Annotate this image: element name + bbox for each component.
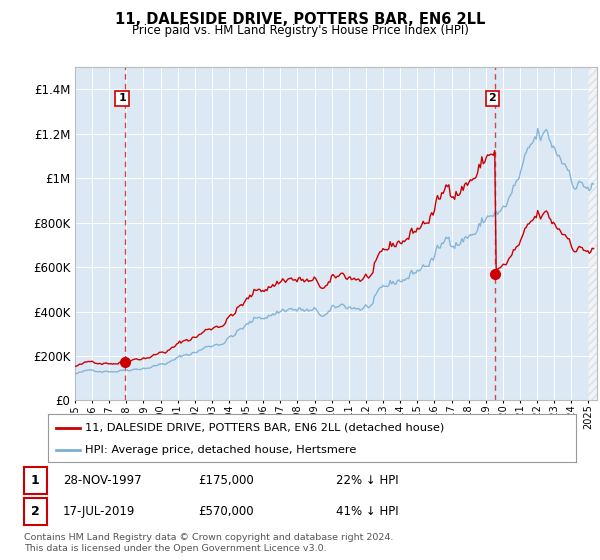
- Text: 2: 2: [488, 94, 496, 103]
- Text: 1: 1: [31, 474, 40, 487]
- Text: £175,000: £175,000: [198, 474, 254, 487]
- Text: 22% ↓ HPI: 22% ↓ HPI: [336, 474, 398, 487]
- Text: Contains HM Land Registry data © Crown copyright and database right 2024.
This d: Contains HM Land Registry data © Crown c…: [24, 533, 394, 553]
- Text: 1: 1: [118, 94, 126, 103]
- Text: 11, DALESIDE DRIVE, POTTERS BAR, EN6 2LL (detached house): 11, DALESIDE DRIVE, POTTERS BAR, EN6 2LL…: [85, 423, 444, 433]
- Bar: [589, 67, 597, 400]
- Text: 2: 2: [31, 505, 40, 519]
- Text: 28-NOV-1997: 28-NOV-1997: [63, 474, 142, 487]
- Text: 17-JUL-2019: 17-JUL-2019: [63, 505, 136, 519]
- Text: £570,000: £570,000: [198, 505, 254, 519]
- Text: HPI: Average price, detached house, Hertsmere: HPI: Average price, detached house, Hert…: [85, 445, 356, 455]
- Text: 41% ↓ HPI: 41% ↓ HPI: [336, 505, 398, 519]
- Text: Price paid vs. HM Land Registry's House Price Index (HPI): Price paid vs. HM Land Registry's House …: [131, 24, 469, 36]
- Text: 11, DALESIDE DRIVE, POTTERS BAR, EN6 2LL: 11, DALESIDE DRIVE, POTTERS BAR, EN6 2LL: [115, 12, 485, 27]
